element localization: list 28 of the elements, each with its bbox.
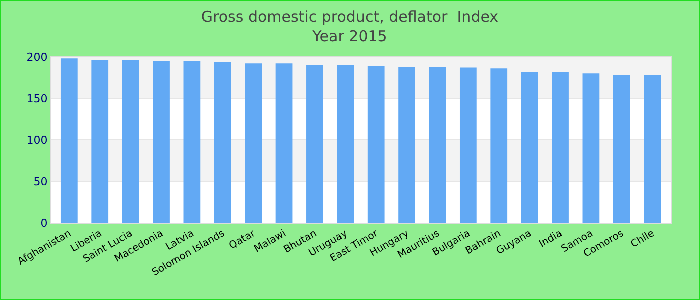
bar bbox=[92, 60, 109, 223]
bar bbox=[337, 65, 354, 223]
y-tick-label: 0 bbox=[40, 216, 48, 230]
bar bbox=[460, 68, 477, 223]
bar bbox=[153, 61, 170, 223]
chart-title: Gross domestic product, deflator Index bbox=[201, 8, 499, 26]
bar bbox=[214, 62, 232, 223]
y-tick-label: 50 bbox=[34, 175, 48, 188]
bar bbox=[429, 66, 446, 223]
bar bbox=[521, 72, 538, 223]
x-tick-label: Chile bbox=[629, 228, 657, 250]
y-tick-label: 200 bbox=[26, 50, 48, 64]
bar bbox=[613, 75, 630, 223]
bar bbox=[582, 74, 600, 223]
bar bbox=[490, 68, 508, 223]
bar bbox=[276, 64, 293, 223]
y-tick-label: 100 bbox=[26, 134, 48, 147]
bar bbox=[306, 65, 324, 223]
bar bbox=[368, 66, 385, 223]
chart-subtitle: Year 2015 bbox=[312, 27, 388, 46]
bar bbox=[398, 66, 416, 223]
bar bbox=[60, 58, 78, 223]
bar bbox=[122, 60, 140, 223]
bar bbox=[552, 72, 569, 223]
y-tick-label: 150 bbox=[26, 92, 48, 106]
bar bbox=[245, 64, 262, 223]
bar bbox=[644, 75, 662, 223]
bar bbox=[184, 61, 201, 223]
